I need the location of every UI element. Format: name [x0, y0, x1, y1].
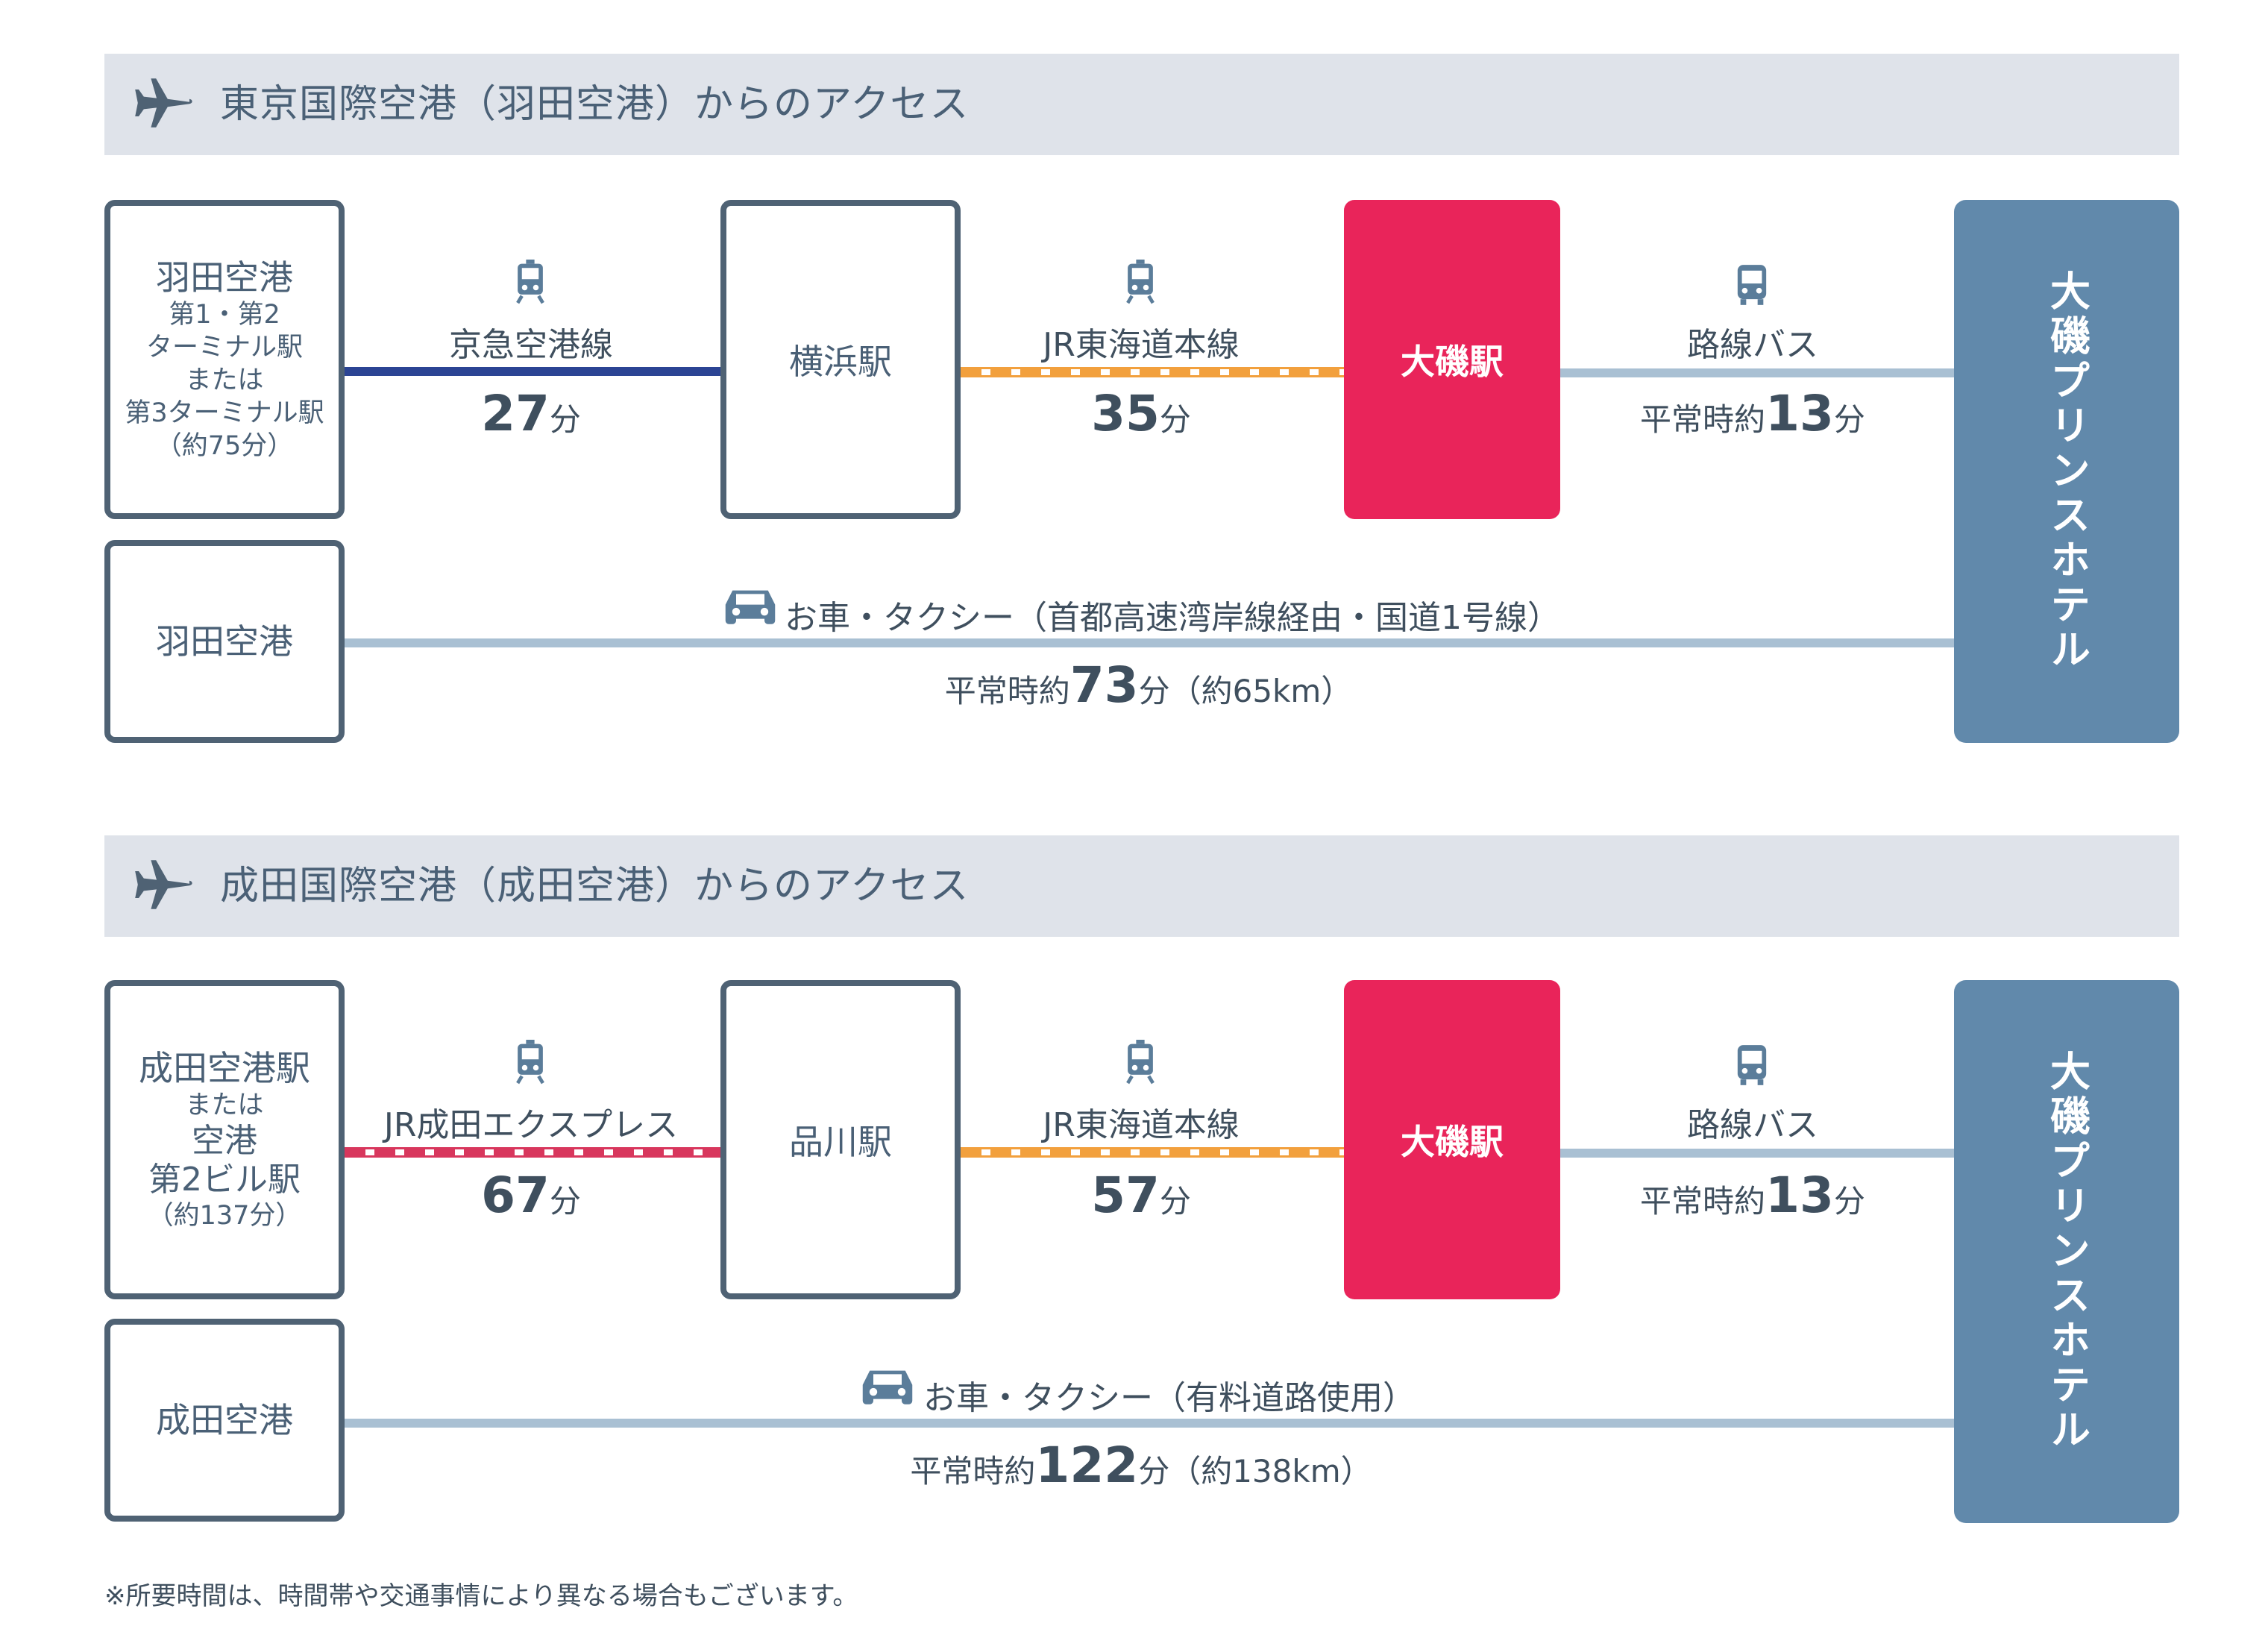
bus-icon: [1737, 1045, 1767, 1085]
route-time: 57分: [1029, 1167, 1253, 1224]
car-route-time: 平常時約122分（約138km）: [746, 1437, 1536, 1494]
time-unit: 分: [1138, 1453, 1170, 1490]
time-number: 67: [481, 1167, 550, 1224]
time-number: 13: [1765, 385, 1834, 442]
section-header-haneda: [104, 54, 2179, 155]
section-title: 東京国際空港（羽田空港）からのアクセス: [220, 82, 970, 127]
hotel-box: 大磯プリンスホテル: [1954, 980, 2179, 1523]
car-route-time: 平常時約73分（約65km）: [776, 656, 1521, 714]
route-time: 35分: [1029, 385, 1253, 442]
route-time: 67分: [419, 1167, 643, 1224]
oiso-station-box: 大磯駅: [1344, 980, 1560, 1299]
car-origin-box: 成田空港: [104, 1319, 345, 1522]
bus-line: [1560, 368, 1954, 377]
hotel-name: 大磯プリンスホテル: [2043, 270, 2090, 673]
origin-duration: （約137分）: [147, 1201, 302, 1231]
hotel-box: 大磯プリンスホテル: [1954, 200, 2179, 743]
time-unit: 分: [1159, 1183, 1191, 1220]
origin-name: 成田空港駅: [139, 1048, 310, 1088]
bus-icon: [1737, 265, 1767, 305]
origin-line: 第3ターミナル駅: [125, 398, 324, 428]
route-time: 平常時約13分: [1611, 385, 1894, 442]
route-name: JR東海道本線: [1043, 326, 1240, 364]
oiso-station-box: 大磯駅: [1344, 200, 1560, 519]
origin-name: 第2ビル駅: [148, 1161, 301, 1199]
car-route-line: [345, 1419, 1954, 1428]
car-icon: [862, 1370, 913, 1404]
route-name: 京急空港線: [449, 326, 613, 364]
car-icon: [725, 590, 776, 624]
time-number: 73: [1069, 656, 1139, 714]
origin-station-box: 成田空港駅 または 空港 第2ビル駅 （約137分）: [104, 980, 345, 1299]
time-unit: 分: [549, 401, 581, 438]
section-title: 成田国際空港（成田空港）からのアクセス: [220, 864, 970, 908]
time-prefix: 平常時約: [1640, 401, 1766, 438]
plane-icon: [135, 860, 192, 909]
section-header-narita: [104, 835, 2179, 937]
car-origin-box: 羽田空港: [104, 540, 345, 743]
route-time: 27分: [419, 385, 643, 442]
oiso-station-name: 大磯駅: [1401, 342, 1504, 382]
jr-tokaido-line: [961, 367, 1344, 377]
origin-station-box: 羽田空港 第1・第2 ターミナル駅 または 第3ターミナル駅 （約75分）: [104, 200, 345, 519]
plane-icon: [135, 78, 192, 128]
time-number: 35: [1091, 385, 1160, 442]
route-name: 路線バス: [1687, 326, 1818, 364]
time-number: 27: [481, 385, 550, 442]
origin-line: または: [185, 365, 264, 395]
transfer-station-name: 横浜駅: [789, 342, 892, 382]
oiso-station-name: 大磯駅: [1401, 1122, 1504, 1162]
car-distance: （約138km）: [1169, 1453, 1372, 1490]
time-unit: 分: [1833, 401, 1865, 438]
car-origin-name: 羽田空港: [156, 621, 293, 662]
car-origin-name: 成田空港: [156, 1400, 293, 1440]
train-icon: [1126, 1040, 1155, 1085]
keikyu-line: [345, 367, 720, 376]
origin-name: 空港: [192, 1122, 257, 1160]
time-unit: 分: [1833, 1183, 1865, 1220]
hotel-name: 大磯プリンスホテル: [2043, 1050, 2090, 1453]
footnote: ※所要時間は、時間帯や交通事情により異なる場合もございます。: [104, 1581, 858, 1611]
route-name: 路線バス: [1687, 1106, 1818, 1144]
route-name: JR東海道本線: [1043, 1106, 1240, 1144]
time-unit: 分: [1159, 401, 1191, 438]
origin-duration: （約75分）: [155, 431, 294, 461]
bus-line: [1560, 1149, 1954, 1158]
time-number: 13: [1765, 1167, 1834, 1224]
time-unit: 分: [1138, 673, 1170, 709]
time-prefix: 平常時約: [910, 1453, 1036, 1490]
train-icon: [516, 1040, 544, 1085]
car-route-name: お車・タクシー（首都高速湾岸線経由・国道1号線）: [785, 599, 1560, 637]
jr-tokaido-line: [961, 1147, 1344, 1158]
origin-name: 羽田空港: [156, 257, 293, 298]
car-route-name: お車・タクシー（有料道路使用）: [923, 1379, 1416, 1417]
origin-line: または: [185, 1090, 264, 1120]
transfer-station-name: 品川駅: [789, 1122, 892, 1162]
time-unit: 分: [549, 1183, 581, 1220]
train-icon: [516, 260, 544, 304]
route-name: JR成田エクスプレス: [383, 1106, 679, 1144]
time-prefix: 平常時約: [1640, 1183, 1766, 1220]
time-number: 122: [1035, 1437, 1139, 1494]
narita-express-line: [345, 1147, 720, 1158]
car-distance: （約65km）: [1169, 673, 1353, 709]
time-number: 57: [1091, 1167, 1160, 1224]
origin-line: 第1・第2: [169, 300, 280, 330]
route-time: 平常時約13分: [1611, 1167, 1894, 1224]
transfer-station-box: 品川駅: [720, 980, 961, 1299]
car-route-line: [345, 638, 1954, 647]
train-icon: [1126, 260, 1155, 304]
transfer-station-box: 横浜駅: [720, 200, 961, 519]
origin-line: ターミナル駅: [145, 333, 303, 362]
time-prefix: 平常時約: [944, 673, 1070, 709]
